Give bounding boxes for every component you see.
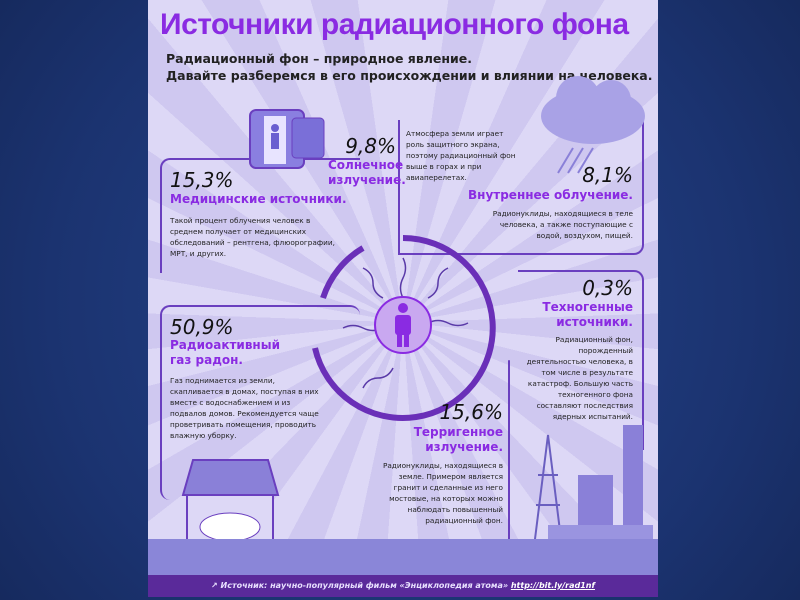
radon-percent: 50,9%	[170, 315, 234, 339]
medical-label: Медицинские источники.	[170, 192, 347, 206]
xray-machine-icon	[249, 109, 325, 169]
source-link[interactable]: http://bit.ly/rad1nf	[510, 581, 595, 590]
page-title: Источники радиационного фона	[160, 8, 629, 41]
human-radiation-diagram	[312, 235, 496, 421]
subtitle-line: Давайте разберемся в его происхождении и…	[166, 68, 653, 83]
technogenic-label: Техногенные источники.	[542, 300, 633, 329]
technogenic-text: Радиационный фон, порожденный деятельнос…	[526, 335, 633, 421]
radon-text: Газ поднимается из земли, скапливается в…	[170, 376, 319, 440]
medical-percent: 15,3%	[170, 168, 234, 192]
internal-label: Внутреннее облучение.	[468, 188, 633, 202]
source-footer: ↗ Источник: научно-популярный фильм «Энц…	[148, 575, 658, 597]
terrigenous-text: Радионуклиды, находящиеся в земле. Приме…	[382, 461, 503, 525]
internal-text: Радионуклиды, находящиеся в теле человек…	[492, 209, 633, 240]
ground-strip	[148, 539, 658, 575]
cloud-icon	[541, 76, 645, 174]
solar-label: Солнечное излучение.	[328, 158, 406, 187]
radon-label: Радиоактивный газ радон.	[170, 338, 280, 367]
solar-internal-frame	[398, 120, 644, 255]
terrigenous-percent: 15,6%	[439, 400, 503, 424]
infographic-poster: Источники радиационного фона Радиационны…	[148, 0, 658, 597]
technogenic-frame	[518, 270, 644, 450]
medical-text: Такой процент облучения человек в средне…	[170, 216, 335, 258]
technogenic-percent: 0,3%	[582, 276, 633, 300]
source-text: Источник: научно-популярный фильм «Энцик…	[220, 581, 509, 590]
radon-frame	[160, 305, 360, 500]
solar-percent: 9,8%	[345, 134, 396, 158]
terrigenous-label: Терригенное излучение.	[413, 425, 503, 454]
terrigenous-line	[508, 360, 510, 560]
subtitle-line: Радиационный фон – природное явление.	[166, 51, 472, 66]
subtitle: Радиационный фон – природное явление. Да…	[166, 50, 653, 84]
internal-percent: 8,1%	[582, 163, 633, 187]
solar-text: Атмосфера земли играет роль защитного эк…	[406, 129, 516, 182]
arrow-icon: ↗	[211, 581, 221, 590]
